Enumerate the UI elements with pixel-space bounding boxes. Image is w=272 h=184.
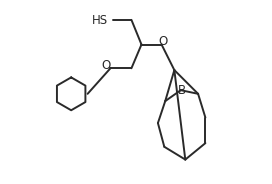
Text: O: O [158, 35, 168, 48]
Text: O: O [102, 59, 111, 72]
Text: HS: HS [92, 14, 108, 27]
Text: B: B [178, 84, 186, 97]
